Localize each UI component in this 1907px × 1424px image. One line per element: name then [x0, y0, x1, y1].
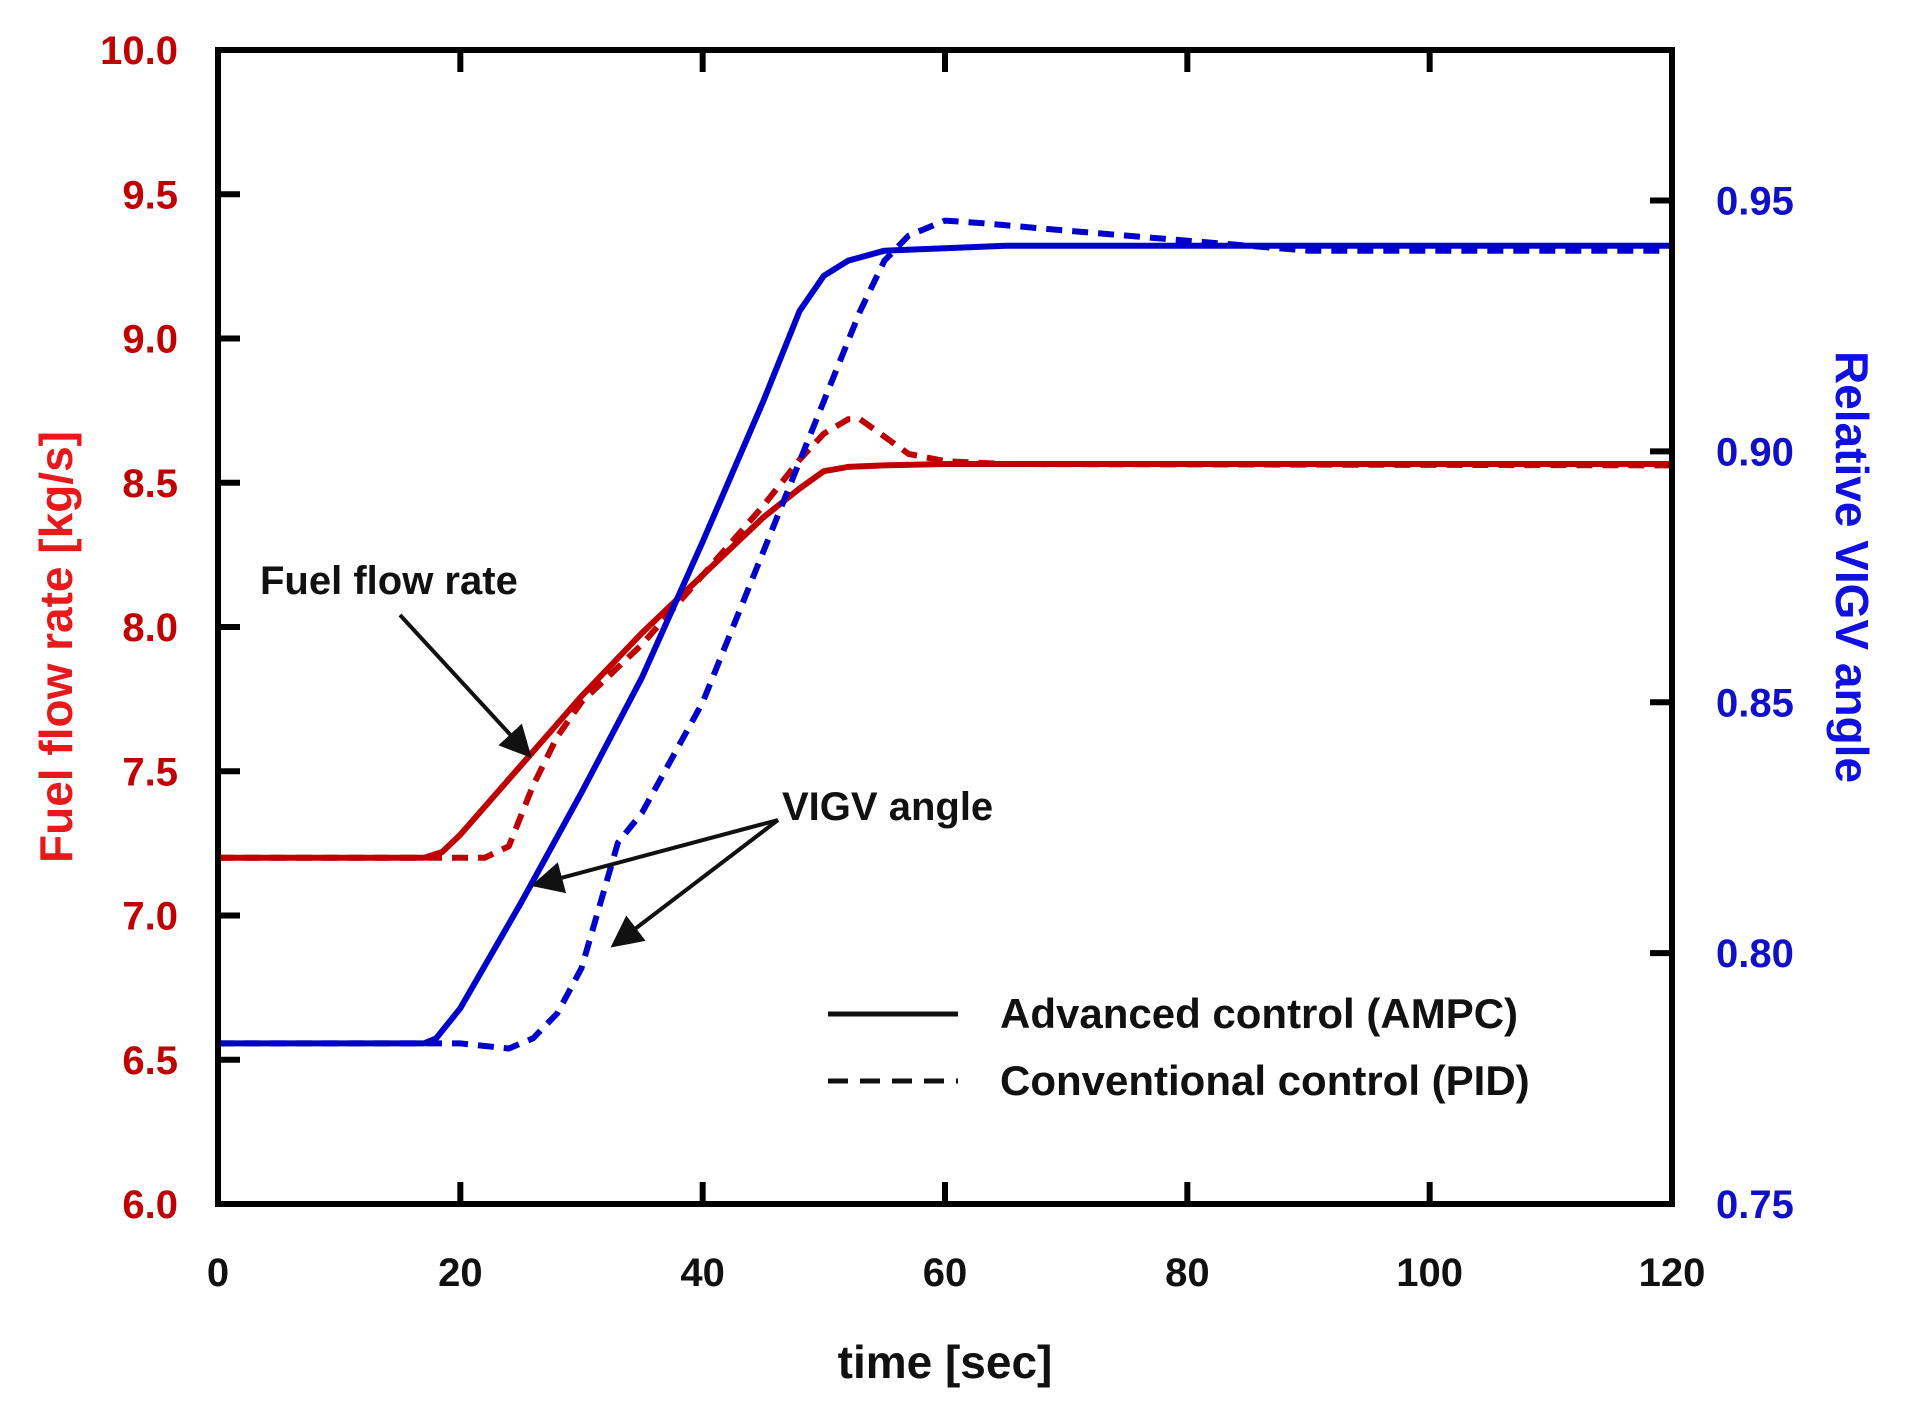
- legend: Advanced control (AMPC) Conventional cont…: [828, 990, 1530, 1104]
- y-left-tick-label: 7.0: [122, 895, 178, 939]
- series-line-vigv-angle-ampc: [218, 242, 1672, 1047]
- x-tick-label: 40: [680, 1251, 725, 1295]
- annotation-vigv-arrow-ampc: [531, 818, 779, 894]
- x-tick-label: 80: [1165, 1251, 1210, 1295]
- x-tick-label: 0: [207, 1251, 229, 1295]
- legend-label-ampc: Advanced control (AMPC): [1000, 990, 1518, 1037]
- y-right-tick-label: 0.80: [1716, 932, 1794, 976]
- y-right-tick-label: 0.75: [1716, 1183, 1794, 1227]
- y-left-tick-label: 8.5: [122, 462, 178, 506]
- x-tick-label: 20: [438, 1251, 483, 1295]
- series-line-fuel-flow-ampc: [218, 461, 1672, 861]
- annotation-fuel-flow-arrow: [398, 613, 532, 758]
- y-left-tick-label: 6.5: [122, 1039, 178, 1083]
- ticks-layer: [215, 47, 1675, 1207]
- y-left-tick-label: 10.0: [100, 29, 178, 73]
- y-left-tick-label: 6.0: [122, 1183, 178, 1227]
- annotation-vigv-arrow-pid: [610, 818, 780, 948]
- y-right-axis-title: Relative VIGV angle: [1826, 351, 1878, 783]
- x-tick-label: 120: [1639, 1251, 1706, 1295]
- y-right-tick-label: 0.90: [1716, 430, 1794, 474]
- annotation-fuel-flow-label: Fuel flow rate: [260, 559, 518, 603]
- x-tick-label: 60: [923, 1251, 968, 1295]
- y-left-tick-label: 9.5: [122, 173, 178, 217]
- labels-layer: 0 20 40 60 80 100 120 6.0 6.5 7.0 7.5 8.0 8.5 9.0 9.5 1…: [100, 29, 1794, 1295]
- annotation-vigv-label: VIGV angle: [782, 785, 993, 829]
- y-left-axis-title: Fuel flow rate [kg/s]: [30, 431, 82, 863]
- series-line-vigv-angle-pid: [218, 217, 1672, 1052]
- y-left-tick-label: 9.0: [122, 318, 178, 362]
- series-layer: [218, 217, 1673, 1052]
- y-left-tick-label: 7.5: [122, 750, 178, 794]
- series-line-fuel-flow-pid: [218, 416, 1673, 861]
- legend-label-pid: Conventional control (PID): [1000, 1057, 1530, 1104]
- y-right-tick-label: 0.95: [1716, 180, 1794, 224]
- y-right-tick-label: 0.85: [1716, 681, 1794, 725]
- x-axis-title: time [sec]: [838, 1336, 1053, 1388]
- annotation-layer: Fuel flow rate VIGV angle: [260, 559, 993, 948]
- y-left-tick-label: 8.0: [122, 606, 178, 650]
- x-tick-label: 100: [1396, 1251, 1463, 1295]
